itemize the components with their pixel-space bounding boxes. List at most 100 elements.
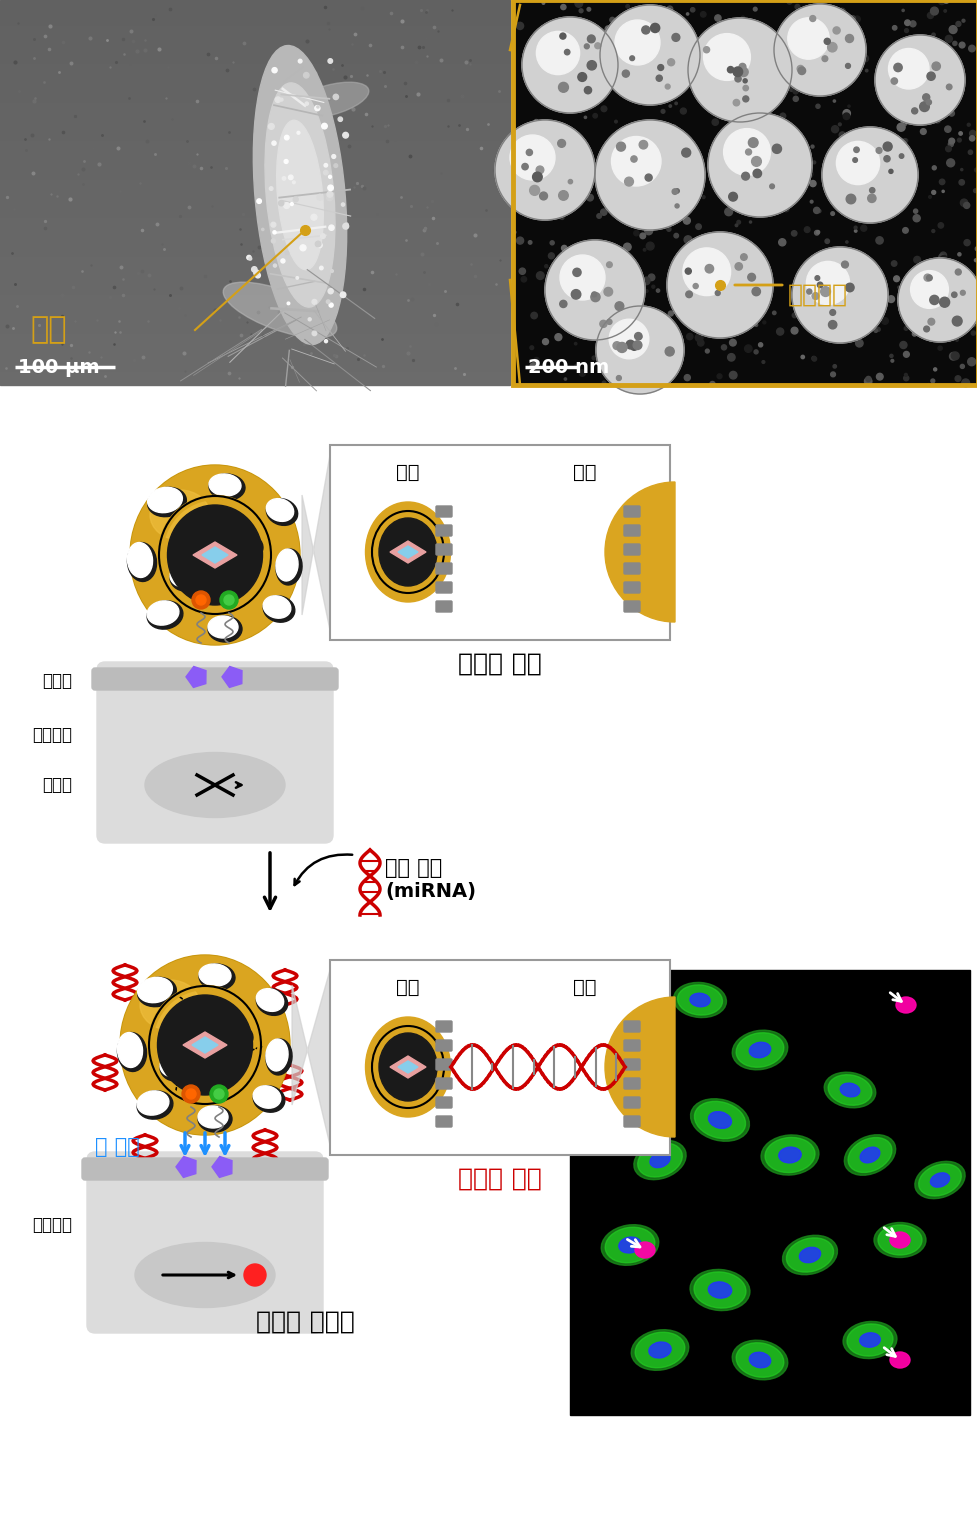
Circle shape bbox=[327, 288, 333, 294]
Circle shape bbox=[639, 123, 643, 126]
Circle shape bbox=[723, 150, 731, 158]
Circle shape bbox=[610, 17, 615, 23]
Circle shape bbox=[296, 277, 298, 279]
Text: 세포막: 세포막 bbox=[42, 673, 72, 689]
Ellipse shape bbox=[256, 988, 283, 1011]
Circle shape bbox=[839, 293, 846, 299]
Ellipse shape bbox=[673, 982, 726, 1017]
Circle shape bbox=[509, 135, 554, 179]
Circle shape bbox=[345, 224, 348, 225]
Circle shape bbox=[598, 63, 603, 67]
Ellipse shape bbox=[596, 990, 653, 1031]
Circle shape bbox=[629, 55, 634, 61]
Circle shape bbox=[840, 158, 846, 162]
Circle shape bbox=[822, 55, 827, 61]
Circle shape bbox=[861, 156, 866, 161]
Circle shape bbox=[658, 342, 664, 348]
Circle shape bbox=[756, 86, 759, 89]
Circle shape bbox=[284, 159, 288, 164]
Circle shape bbox=[740, 254, 746, 260]
Circle shape bbox=[655, 90, 659, 97]
Circle shape bbox=[685, 291, 692, 297]
Circle shape bbox=[903, 375, 908, 381]
Ellipse shape bbox=[601, 1224, 658, 1265]
Circle shape bbox=[594, 43, 600, 49]
Circle shape bbox=[972, 188, 976, 193]
Circle shape bbox=[741, 172, 748, 181]
Circle shape bbox=[283, 202, 289, 208]
FancyBboxPatch shape bbox=[436, 544, 451, 555]
FancyBboxPatch shape bbox=[97, 662, 332, 843]
Circle shape bbox=[926, 72, 934, 80]
Circle shape bbox=[671, 202, 677, 208]
Circle shape bbox=[723, 35, 730, 41]
Circle shape bbox=[838, 132, 845, 138]
Ellipse shape bbox=[223, 282, 336, 339]
Circle shape bbox=[941, 190, 944, 193]
Circle shape bbox=[690, 155, 692, 156]
FancyBboxPatch shape bbox=[623, 582, 639, 593]
Circle shape bbox=[583, 116, 586, 118]
Circle shape bbox=[716, 374, 721, 378]
Circle shape bbox=[550, 241, 554, 245]
Circle shape bbox=[889, 354, 892, 357]
Circle shape bbox=[645, 290, 648, 293]
Circle shape bbox=[744, 149, 750, 155]
Circle shape bbox=[614, 121, 616, 123]
Circle shape bbox=[255, 273, 260, 277]
Circle shape bbox=[610, 276, 617, 283]
Text: 엔진: 엔진 bbox=[396, 977, 419, 997]
Circle shape bbox=[875, 237, 882, 244]
Circle shape bbox=[651, 285, 655, 288]
Circle shape bbox=[875, 374, 882, 380]
Circle shape bbox=[625, 5, 629, 8]
Circle shape bbox=[639, 303, 642, 306]
Circle shape bbox=[637, 340, 644, 346]
Circle shape bbox=[290, 202, 293, 205]
Circle shape bbox=[591, 293, 596, 297]
Circle shape bbox=[625, 340, 634, 349]
Circle shape bbox=[630, 20, 634, 25]
Circle shape bbox=[748, 179, 755, 185]
Circle shape bbox=[902, 228, 908, 233]
Circle shape bbox=[768, 176, 771, 179]
Circle shape bbox=[927, 97, 931, 100]
Circle shape bbox=[574, 365, 577, 368]
Circle shape bbox=[253, 270, 259, 276]
Polygon shape bbox=[398, 1062, 417, 1072]
Circle shape bbox=[956, 277, 959, 282]
Circle shape bbox=[964, 282, 968, 286]
Circle shape bbox=[628, 297, 633, 302]
Circle shape bbox=[724, 208, 732, 216]
Circle shape bbox=[516, 23, 523, 29]
Circle shape bbox=[583, 317, 586, 319]
Ellipse shape bbox=[265, 83, 335, 306]
Circle shape bbox=[557, 139, 565, 147]
Circle shape bbox=[933, 116, 940, 123]
Circle shape bbox=[321, 123, 327, 129]
Circle shape bbox=[821, 313, 826, 316]
Circle shape bbox=[541, 2, 544, 5]
Circle shape bbox=[965, 273, 967, 276]
Ellipse shape bbox=[748, 1042, 770, 1057]
Circle shape bbox=[846, 279, 854, 286]
Circle shape bbox=[742, 41, 748, 49]
Circle shape bbox=[726, 319, 731, 323]
Circle shape bbox=[674, 204, 678, 208]
Circle shape bbox=[590, 268, 595, 273]
Ellipse shape bbox=[131, 466, 299, 643]
FancyBboxPatch shape bbox=[623, 1020, 639, 1033]
Text: 힘 전달: 힘 전달 bbox=[95, 1137, 140, 1157]
Circle shape bbox=[823, 165, 828, 172]
Circle shape bbox=[340, 293, 346, 297]
Circle shape bbox=[544, 182, 552, 190]
Circle shape bbox=[929, 296, 938, 305]
Circle shape bbox=[841, 260, 847, 268]
Ellipse shape bbox=[181, 519, 223, 555]
Bar bbox=[0, 296, 509, 308]
Circle shape bbox=[542, 339, 548, 345]
Circle shape bbox=[687, 18, 791, 123]
Circle shape bbox=[596, 214, 601, 218]
Circle shape bbox=[904, 110, 910, 116]
Circle shape bbox=[853, 227, 856, 230]
